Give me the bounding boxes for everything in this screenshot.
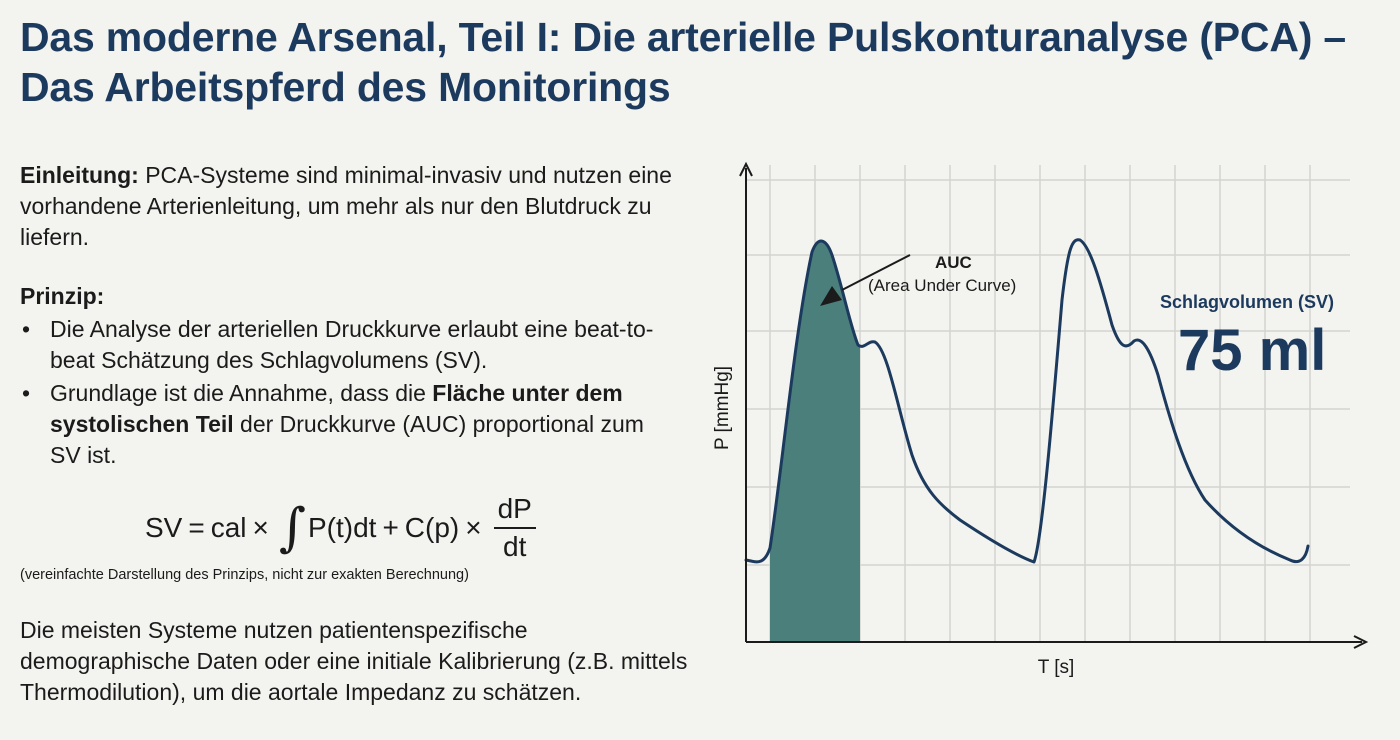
- formula-integrand: P(t)dt: [307, 512, 377, 543]
- x-axis-label: T [s]: [1038, 657, 1075, 678]
- bullet-2-pre: Grundlage ist die Annahme, dass die: [50, 380, 433, 406]
- formula-numerator: dP: [493, 493, 536, 529]
- principle-heading: Prinzip:: [20, 283, 105, 309]
- sv-label: Schlagvolumen (SV): [1160, 292, 1334, 312]
- formula-plus: +: [382, 512, 399, 543]
- sv-formula: SV = cal × ∫ P(t)dt + C(p) × dP dt: [145, 492, 536, 564]
- formula-times-2: ×: [465, 512, 482, 543]
- outro-paragraph: Die meisten Systeme nutzen patientenspez…: [20, 617, 688, 705]
- intro-paragraph: Einleitung: PCA-Systeme sind minimal-inv…: [20, 160, 680, 253]
- formula-cp: C(p): [404, 512, 460, 543]
- intro-text: PCA-Systeme sind minimal-invasiv und nut…: [20, 162, 672, 250]
- y-axis-arrow-icon: [739, 161, 753, 177]
- formula-fraction: dP dt: [493, 493, 536, 563]
- formula-cal: cal: [210, 512, 247, 543]
- auc-sublabel: (Area Under Curve): [868, 276, 1016, 295]
- sv-value: 75 ml: [1178, 318, 1326, 383]
- auc-pointer-arrow-icon: [820, 286, 842, 306]
- page-title: Das moderne Arsenal, Teil I: Die arterie…: [20, 14, 1346, 110]
- principle-list: Die Analyse der arteriellen Druckkurve e…: [20, 314, 680, 473]
- bullet-1-text: Die Analyse der arteriellen Druckkurve e…: [50, 316, 654, 373]
- formula-lhs: SV: [145, 512, 183, 543]
- x-axis-arrow-icon: [1353, 635, 1369, 649]
- pressure-curve: [744, 238, 1310, 564]
- axes: [745, 168, 1362, 643]
- intro-label: Einleitung:: [20, 162, 139, 188]
- formula-note: (vereinfachte Darstellung des Prinzips, …: [20, 567, 469, 583]
- formula-times-1: ×: [252, 512, 269, 543]
- y-axis-label: P [mmHg]: [712, 366, 733, 450]
- formula-integral-sign: ∫: [278, 498, 306, 558]
- bullet-2-bold: Fläche unter dem systolischen Teil: [50, 380, 623, 437]
- auc-label: AUC: [935, 253, 972, 272]
- auc-pointer-line: [841, 254, 911, 291]
- formula-denominator: dt: [503, 531, 527, 562]
- formula-equals: =: [188, 512, 205, 543]
- auc-area: [770, 241, 860, 642]
- principle-bullet-2: Grundlage ist die Annahme, dass die Fläc…: [20, 378, 680, 471]
- principle-bullet-1: Die Analyse der arteriellen Druckkurve e…: [20, 314, 680, 376]
- bullet-2-post: der Druckkurve (AUC) proportional zum SV…: [50, 411, 644, 468]
